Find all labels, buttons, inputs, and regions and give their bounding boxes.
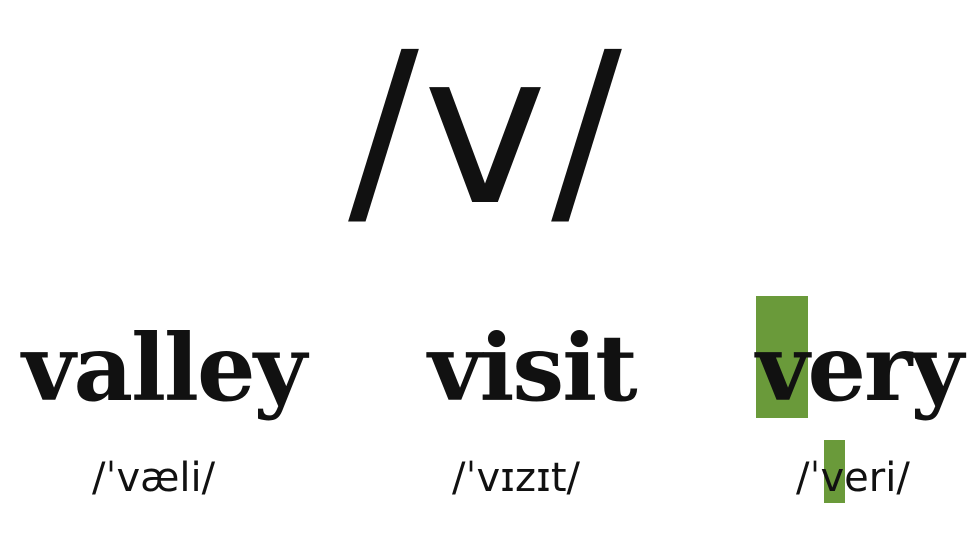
ipa-highlight [824,440,845,503]
example-word-1: valley [22,314,307,422]
phoneme-title: /v/ [348,7,626,252]
example-word-2: visit [428,314,638,422]
word-highlight [756,296,808,418]
example-ipa-2: /ˈvɪzɪt/ [452,455,581,501]
example-ipa-3: /ˈveri/ [796,455,910,501]
example-ipa-1: /ˈvæli/ [92,455,216,501]
example-word-3: very [756,314,964,422]
